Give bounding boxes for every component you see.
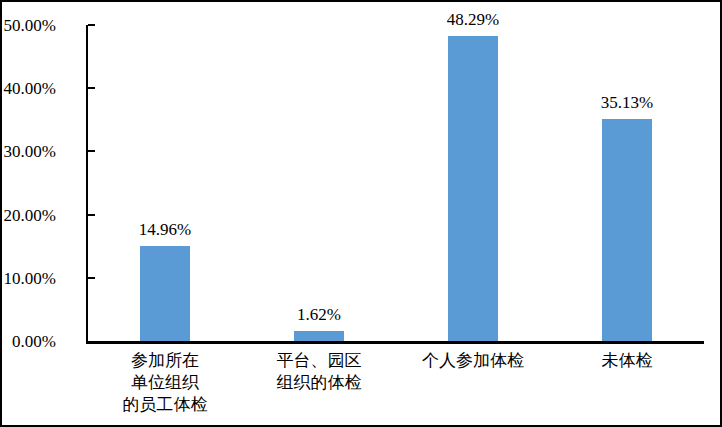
bar-value-label: 35.13%: [601, 94, 653, 111]
category-label: 个人参加体检: [396, 350, 550, 372]
bar-column: 14.96%: [88, 25, 242, 341]
bar-column: 35.13%: [550, 25, 704, 341]
bar: [448, 36, 498, 341]
y-axis-tick-label: 20.00%: [0, 206, 56, 223]
category-label: 未体检: [550, 350, 704, 372]
bar-column: 48.29%: [396, 25, 550, 341]
bar-value-label: 1.62%: [297, 306, 341, 323]
bar-value-label: 48.29%: [447, 11, 499, 28]
plot-area: 0.00%10.00%20.00%30.00%40.00%50.00%参加所在 …: [86, 25, 704, 344]
bar: [140, 246, 190, 341]
chart-frame: 0.00% 10.00% 20.00% 30.00% 40.00% 50.00% 参加所在 …: [0, 0, 722, 427]
bar-column: 1.62%: [242, 25, 396, 341]
bar-value-label: 14.96%: [139, 221, 191, 238]
y-axis-tick-label: 30.00%: [0, 143, 56, 160]
y-axis-tick-label: 0.00%: [0, 333, 56, 350]
y-axis-tick-label: 10.00%: [0, 269, 56, 286]
bar: [602, 119, 652, 341]
category-label: 平台、园区 组织的体检: [242, 350, 396, 394]
category-label: 参加所在 单位组织 的员工体检: [88, 350, 242, 416]
y-axis-tick-label: 40.00%: [0, 80, 56, 97]
y-axis-tick-label: 50.00%: [0, 17, 56, 34]
bar: [294, 331, 344, 341]
